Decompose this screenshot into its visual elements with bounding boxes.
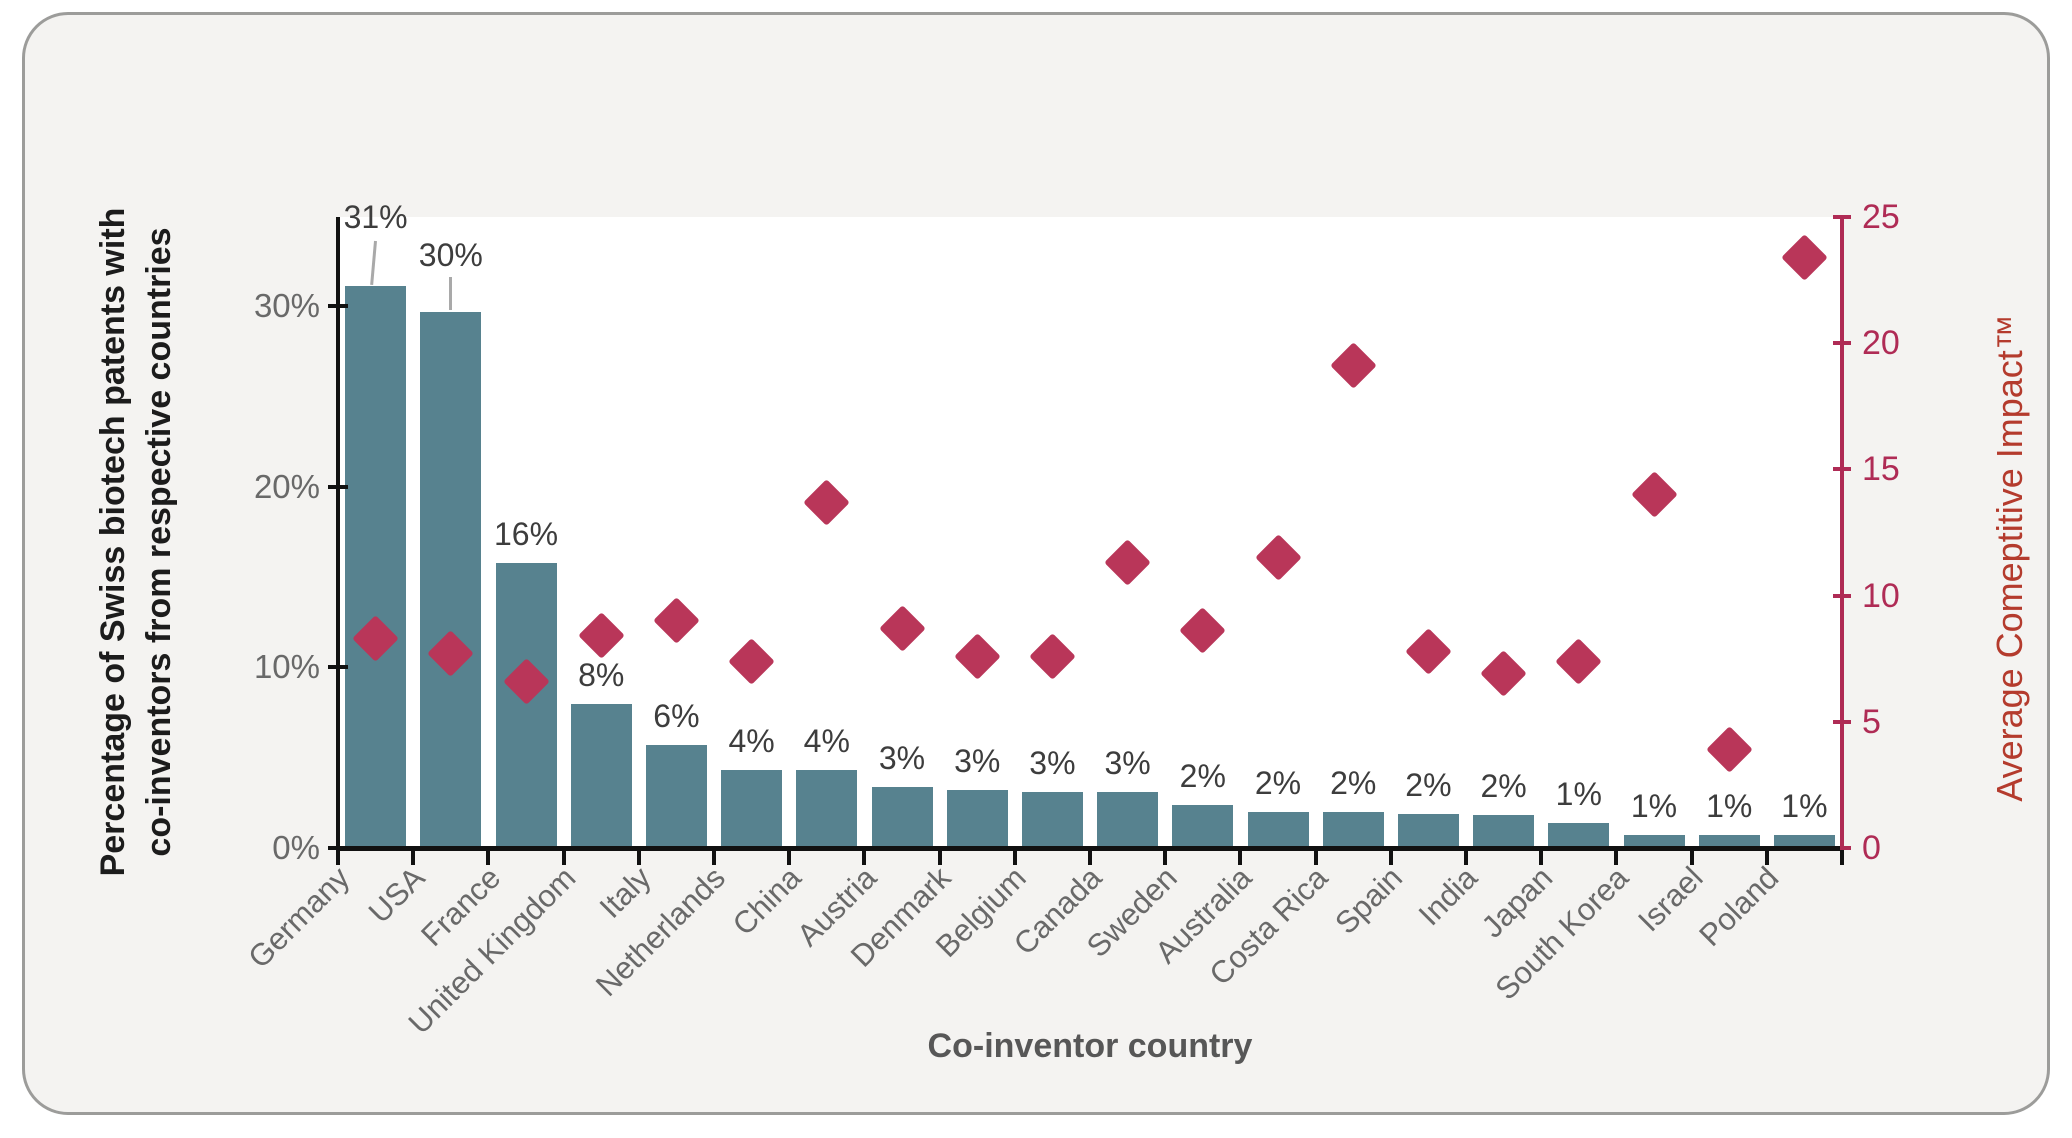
- x-tick-mark: [636, 848, 641, 865]
- bar-denmark: [946, 790, 1008, 848]
- bar-india: [1473, 815, 1535, 848]
- x-tick-mark: [1388, 848, 1393, 865]
- x-tick-mark: [1464, 848, 1468, 865]
- bar-value-label-austria: 3%: [878, 739, 926, 776]
- bar-italy: [645, 745, 707, 848]
- chart-card: 31% Germany 30% USA 16% France 8% United Kingdo…: [22, 12, 2050, 1115]
- bar-value-label-india: 2%: [1480, 768, 1527, 805]
- bar-value-label-japan: 1%: [1555, 775, 1602, 812]
- y-tick-label-right-25: 25: [1862, 198, 1900, 236]
- y-axis-left-title-line2: co-inventors from respective countries: [140, 227, 178, 857]
- x-tick-mark: [1614, 848, 1619, 865]
- bar-japan: [1548, 822, 1610, 848]
- y-axis-left: [336, 217, 340, 850]
- bar-usa: [420, 311, 482, 848]
- x-tick-label-spain: Spain: [1328, 860, 1410, 941]
- bar-costa-rica: [1322, 811, 1384, 848]
- bar-value-label-netherlands: 4%: [728, 723, 775, 760]
- y-tick-label-left-30: 30%: [253, 287, 320, 325]
- bar-poland: [1773, 835, 1835, 848]
- x-tick-mark: [336, 848, 340, 865]
- bar-value-label-sweden: 2%: [1179, 757, 1226, 794]
- bar-china: [796, 770, 858, 848]
- x-tick-label-poland: Poland: [1692, 860, 1786, 954]
- y-tick-label-right-0: 0: [1862, 829, 1881, 867]
- x-tick-label-germany: Germany: [241, 860, 357, 975]
- bar-austria: [871, 786, 933, 848]
- bar-france: [495, 562, 557, 848]
- bar-value-label-canada: 3%: [1104, 745, 1151, 781]
- x-tick-mark: [1238, 848, 1243, 865]
- x-tick-mark: [1689, 848, 1694, 865]
- x-tick-label-italy: Italy: [592, 860, 658, 925]
- x-axis-title: Co-inventor country: [927, 1027, 1253, 1065]
- bar-value-label-poland: 1%: [1781, 788, 1828, 825]
- bar-value-label-italy: 6%: [653, 698, 700, 735]
- x-tick-mark: [1764, 848, 1769, 865]
- bar-value-label-germany: 31%: [343, 199, 408, 235]
- bar-value-label-china: 4%: [803, 723, 850, 760]
- bar-value-label-france: 16%: [493, 515, 559, 552]
- x-tick-label-india: India: [1412, 860, 1485, 933]
- x-tick-mark: [486, 848, 491, 865]
- x-tick-mark: [561, 848, 566, 865]
- bar-value-label-united-kingdom: 8%: [578, 656, 625, 693]
- bar-israel: [1698, 835, 1760, 848]
- bar-value-label-israel: 1%: [1706, 788, 1753, 825]
- x-tick-mark: [411, 848, 416, 865]
- y-axis-right-title: Average Comeptitive Impact™: [1989, 314, 2030, 802]
- bar-south-korea: [1623, 835, 1685, 848]
- y-tick-label-right-15: 15: [1862, 450, 1900, 489]
- bar-value-label-south-korea: 1%: [1630, 788, 1678, 825]
- y-axis-left-title: Percentage of Swiss biotech patents with…: [90, 142, 200, 942]
- x-axis: [336, 846, 1844, 851]
- x-tick-mark: [1313, 848, 1318, 865]
- bar-canada: [1097, 792, 1159, 848]
- y-tick-label-right-5: 5: [1862, 702, 1881, 741]
- leader-line-usa: [449, 277, 453, 310]
- y-axis-right: [1840, 217, 1844, 850]
- bar-spain: [1397, 813, 1459, 848]
- y-tick-label-right-20: 20: [1862, 324, 1900, 363]
- x-tick-mark: [1163, 848, 1168, 865]
- bar-value-label-usa: 30%: [418, 237, 483, 273]
- x-tick-mark: [712, 848, 716, 865]
- bar-value-label-spain: 2%: [1405, 766, 1452, 803]
- x-tick-mark: [1539, 848, 1544, 865]
- x-tick-mark: [862, 848, 867, 865]
- y-axis-left-title-line1: Percentage of Swiss biotech patents with: [94, 207, 132, 877]
- x-tick-mark: [787, 848, 792, 865]
- bar-united-kingdom: [570, 703, 632, 848]
- bar-value-label-denmark: 3%: [954, 743, 1001, 780]
- bar-value-label-costa-rica: 2%: [1330, 764, 1377, 801]
- bar-germany: [345, 286, 407, 848]
- x-tick-mark: [1012, 848, 1017, 865]
- y-tick-label-left-0: 0%: [272, 829, 320, 866]
- x-tick-mark: [1840, 848, 1844, 865]
- x-tick-mark: [1088, 848, 1092, 865]
- bar-netherlands: [721, 770, 783, 848]
- y-tick-label-left-20: 20%: [253, 467, 320, 505]
- y-tick-label-right-10: 10: [1862, 576, 1900, 615]
- y-tick-label-left-10: 10%: [253, 648, 320, 686]
- bar-australia: [1247, 811, 1309, 848]
- bar-value-label-belgium: 3%: [1029, 745, 1076, 781]
- bar-value-label-australia: 2%: [1254, 764, 1302, 801]
- bar-belgium: [1021, 792, 1083, 848]
- x-tick-mark: [937, 848, 942, 865]
- bar-sweden: [1172, 804, 1234, 848]
